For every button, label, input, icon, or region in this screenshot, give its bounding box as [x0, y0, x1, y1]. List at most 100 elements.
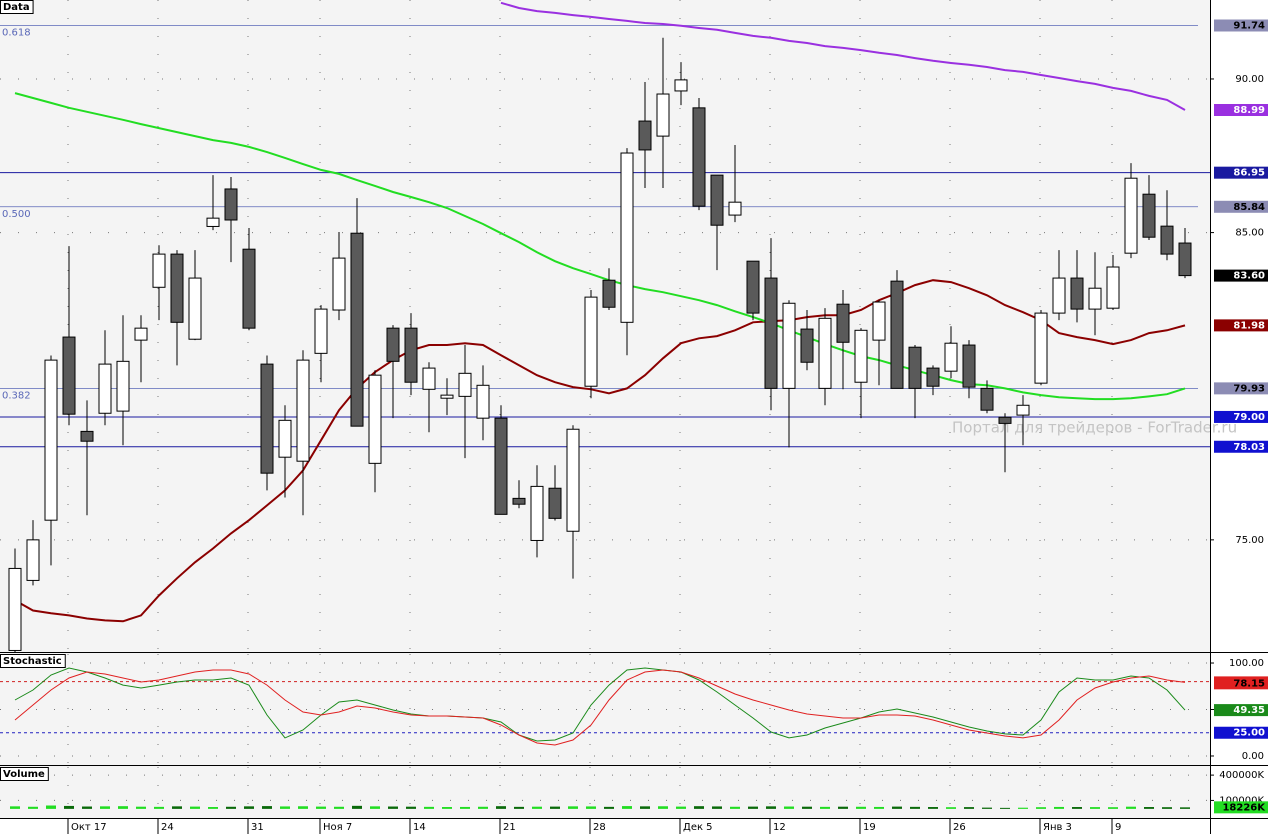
volume-bar — [280, 806, 290, 809]
price-tag-label: 85.84 — [1233, 202, 1265, 213]
volume-bar — [1108, 807, 1118, 809]
volume-bar — [370, 806, 380, 809]
candle-body — [62, 336, 76, 415]
volume-bar — [10, 806, 20, 809]
y-tick-label: 0.00 — [1242, 751, 1264, 762]
volume-bar — [982, 807, 992, 809]
candle-body — [350, 232, 364, 427]
candle-body — [440, 394, 454, 399]
volume-bar — [604, 806, 614, 809]
volume-bar — [496, 806, 506, 809]
candle-body — [908, 346, 922, 389]
volume-bar — [712, 806, 722, 809]
candle-body — [818, 317, 832, 389]
candle-body — [332, 257, 346, 311]
volume-bar — [1036, 807, 1046, 809]
volume-bar — [1144, 807, 1154, 809]
candle-body — [260, 363, 274, 474]
price-tag — [1214, 440, 1268, 453]
x-tick-label: 9 — [1115, 822, 1121, 833]
volume-bar — [568, 806, 578, 809]
volume-bar — [1072, 807, 1082, 809]
volume-bar — [784, 806, 794, 809]
candle-body — [1160, 225, 1174, 255]
price-tag-label: 78.03 — [1233, 442, 1265, 453]
panel-title: Data — [3, 2, 30, 13]
price-tag — [1214, 319, 1268, 332]
price-tag — [1214, 801, 1268, 814]
candle-body — [1106, 266, 1120, 309]
x-tick-label: 24 — [161, 822, 174, 833]
volume-bar — [946, 807, 956, 809]
panel — [0, 654, 1210, 765]
price-tag — [1214, 103, 1268, 116]
x-tick-label: Дек 5 — [683, 822, 713, 833]
volume-bar — [208, 807, 218, 809]
price-tag-label: 83.60 — [1233, 271, 1265, 282]
volume-bar — [1162, 807, 1172, 809]
candle-body — [44, 359, 58, 521]
volume-bar — [298, 806, 308, 809]
volume-bar — [46, 805, 56, 809]
volume-bar — [820, 806, 830, 809]
stochastic-line — [14, 669, 1186, 746]
candle-body — [494, 417, 508, 515]
x-tick-label: Янв 3 — [1043, 822, 1072, 833]
watermark: Портал для трейдеров - ForTrader.ru — [952, 419, 1237, 437]
volume-bar — [244, 806, 254, 809]
volume-bar — [892, 806, 902, 809]
candle-body — [746, 260, 760, 314]
volume-bar — [424, 806, 434, 809]
panel-title-box — [0, 0, 34, 14]
volume-bar — [28, 806, 38, 809]
candle-body — [530, 485, 544, 541]
price-tag-label: 18226K — [1222, 802, 1266, 813]
volume-bar — [460, 806, 470, 809]
candle-body — [782, 302, 796, 389]
volume-bar — [838, 806, 848, 809]
price-tag-label: 79.00 — [1233, 412, 1265, 423]
x-tick-label: 14 — [413, 822, 426, 833]
volume-bar — [586, 806, 596, 809]
candle-body — [80, 430, 94, 442]
volume-bar — [154, 806, 164, 809]
volume-bar — [1000, 807, 1010, 809]
volume-bar — [64, 805, 74, 809]
candle-body — [188, 277, 202, 340]
candle-body — [728, 201, 742, 216]
candle-body — [1052, 277, 1066, 314]
panel-title-box — [0, 654, 66, 668]
volume-bar — [532, 806, 542, 809]
volume-bar — [928, 807, 938, 809]
volume-bar — [352, 805, 362, 809]
volume-bar — [172, 806, 182, 809]
price-tag — [1214, 410, 1268, 423]
volume-bar — [910, 806, 920, 809]
moving-average — [14, 92, 1186, 401]
volume-bar — [82, 806, 92, 809]
fib-label: 0.382 — [2, 390, 31, 401]
volume-bar — [856, 806, 866, 809]
candle-body — [656, 93, 670, 137]
volume-bar — [136, 806, 146, 809]
volume-bar — [694, 806, 704, 809]
candle-body — [512, 497, 526, 505]
x-tick-label: Ноя 7 — [323, 822, 352, 833]
candle-body — [386, 327, 400, 362]
price-tag — [1214, 19, 1268, 32]
volume-bar — [964, 807, 974, 809]
candle-body — [278, 419, 292, 458]
fib-label: 0.500 — [2, 209, 31, 220]
panel-title: Stochastic — [3, 656, 62, 667]
volume-bar — [190, 806, 200, 809]
candle-body — [548, 487, 562, 519]
volume-bar — [118, 806, 128, 809]
volume-bar — [442, 807, 452, 809]
volume-bar — [514, 806, 524, 809]
candle-body — [998, 416, 1012, 424]
candle-body — [764, 277, 778, 389]
candle-body — [224, 188, 238, 221]
volume-bar — [478, 806, 488, 809]
price-tag-label: 88.99 — [1233, 105, 1265, 116]
